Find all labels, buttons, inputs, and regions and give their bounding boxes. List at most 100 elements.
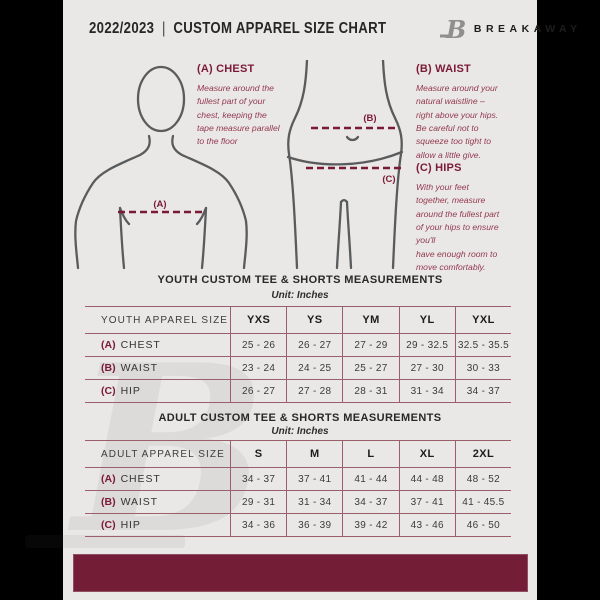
youth-unit-label: Unit: Inches [271,290,329,301]
figure-head [136,65,186,133]
figure-left-armpit [118,206,131,226]
table-cell: 37 - 41 [286,467,343,490]
adult-header-label: ADULT APPAREL SIZE [85,440,230,467]
table-cell: 34 - 37 [230,467,287,490]
table-cell: 37 - 41 [398,490,455,513]
table-cell: 30 - 33 [454,356,511,379]
adult-waist-row-label: (B) WAIST [85,490,230,513]
title-main: CUSTOM APPAREL SIZE CHART [173,20,387,37]
figure-left-side [287,60,309,270]
table-cell: 31 - 34 [286,490,343,513]
brand-lockup: B BREAKAWAY [439,15,582,43]
chest-instruction: (A) CHEST Measure around the fullest par… [197,63,299,149]
table-cell: 48 - 52 [454,467,511,490]
figure-left-inner-leg [335,200,343,270]
table-cell: 27 - 28 [286,379,343,402]
right-black-strip [537,0,600,600]
table-cell: 32.5 - 35.5 [454,333,511,356]
chest-instruction-heading: (A) CHEST [197,63,299,75]
youth-chest-row-label: (A) CHEST [85,333,230,356]
table-cell: 31 - 34 [398,379,455,402]
youth-header-label: YOUTH APPAREL SIZE [85,306,230,333]
figure-right-side [381,60,403,270]
youth-section-title: YOUTH CUSTOM TEE & SHORTS MEASUREMENTS [157,274,443,286]
adult-header-s: S [230,440,287,467]
adult-unit-label: Unit: Inches [271,426,329,437]
youth-waist-row-label: (B) WAIST [85,356,230,379]
figure-right-inner-leg [345,200,353,270]
hips-key: (C) [416,162,432,174]
table-cell: 29 - 31 [230,490,287,513]
waist-key: (B) [416,63,432,75]
youth-header-ys: YS [286,306,343,333]
waist-line-label: (B) [363,113,376,124]
adult-header-m: M [286,440,343,467]
hips-instruction-heading: (C) HIPS [416,162,534,174]
adult-hip-row-label: (C) HIP [85,513,230,536]
table-cell: 27 - 30 [398,356,455,379]
figure-hip-curve [286,150,404,166]
youth-header-yxl: YXL [454,306,511,333]
adult-chest-row-label: (A) CHEST [85,467,230,490]
hips-title: HIPS [435,162,462,174]
chest-line-label: (A) [153,199,166,210]
lower-body-figure: (B) (C) [286,60,404,270]
table-cell: 23 - 24 [230,356,287,379]
table-cell: 34 - 37 [454,379,511,402]
logo-b-letter: B [445,15,466,43]
page-title: 2022/2023 | CUSTOM APPAREL SIZE CHART [89,20,386,38]
youth-header-yxs: YXS [230,306,287,333]
figure-navel [345,135,360,142]
table-cell: 25 - 27 [342,356,399,379]
table-cell: 41 - 44 [342,467,399,490]
figure-right-armpit [195,206,208,226]
youth-header-ym: YM [342,306,399,333]
youth-header-yl: YL [398,306,455,333]
left-black-strip [0,0,63,600]
table-cell: 26 - 27 [286,333,343,356]
page-header: 2022/2023 | CUSTOM APPAREL SIZE CHART B … [63,8,577,50]
breakaway-logo-icon: B [439,15,466,43]
table-cell: 43 - 46 [398,513,455,536]
table-cell: 25 - 26 [230,333,287,356]
torso-figure: (A) [74,65,248,270]
waist-instruction-heading: (B) WAIST [416,63,534,75]
figure-right-inner-arm [200,206,208,270]
table-cell: 27 - 29 [342,333,399,356]
waist-title: WAIST [435,63,471,75]
adult-section-title: ADULT CUSTOM TEE & SHORTS MEASUREMENTS [158,412,442,424]
figure-crotch-arc [339,198,349,204]
adult-header-l: L [342,440,399,467]
figure-left-shoulder-arm [74,134,151,270]
table-cell: 29 - 32.5 [398,333,455,356]
adult-header-2xl: 2XL [454,440,511,467]
table-cell: 28 - 31 [342,379,399,402]
table-cell: 34 - 36 [230,513,287,536]
hips-instruction-text: With your feet together, measure around … [416,182,500,272]
table-cell: 41 - 45.5 [454,490,511,513]
chest-instruction-text: Measure around the fullest part of your … [197,83,280,147]
waist-instruction-text: Measure around your natural waistline – … [416,83,499,160]
title-year: 2022/2023 [89,20,155,37]
youth-hip-row-label: (C) HIP [85,379,230,402]
table-cell: 34 - 37 [342,490,399,513]
adult-header-xl: XL [398,440,455,467]
adult-size-table: ADULT APPAREL SIZE S M L XL 2XL (A) CHES… [85,440,511,537]
youth-size-table: YOUTH APPAREL SIZE YXS YS YM YL YXL (A) … [85,306,511,403]
title-separator: | [161,20,166,37]
waist-instruction: (B) WAIST Measure around your natural wa… [416,63,534,162]
figure-right-shoulder-arm [171,134,248,270]
table-cell: 26 - 27 [230,379,287,402]
table-cell: 46 - 50 [454,513,511,536]
hips-instruction: (C) HIPS With your feet together, measur… [416,162,534,274]
hips-line-label: (C) [382,174,395,185]
table-cell: 36 - 39 [286,513,343,536]
brand-name: BREAKAWAY [473,23,582,35]
chest-title: CHEST [216,63,255,75]
table-cell: 44 - 48 [398,467,455,490]
table-cell: 24 - 25 [286,356,343,379]
table-cell: 39 - 42 [342,513,399,536]
footer-accent-bar [73,554,528,592]
chest-key: (A) [197,63,213,75]
